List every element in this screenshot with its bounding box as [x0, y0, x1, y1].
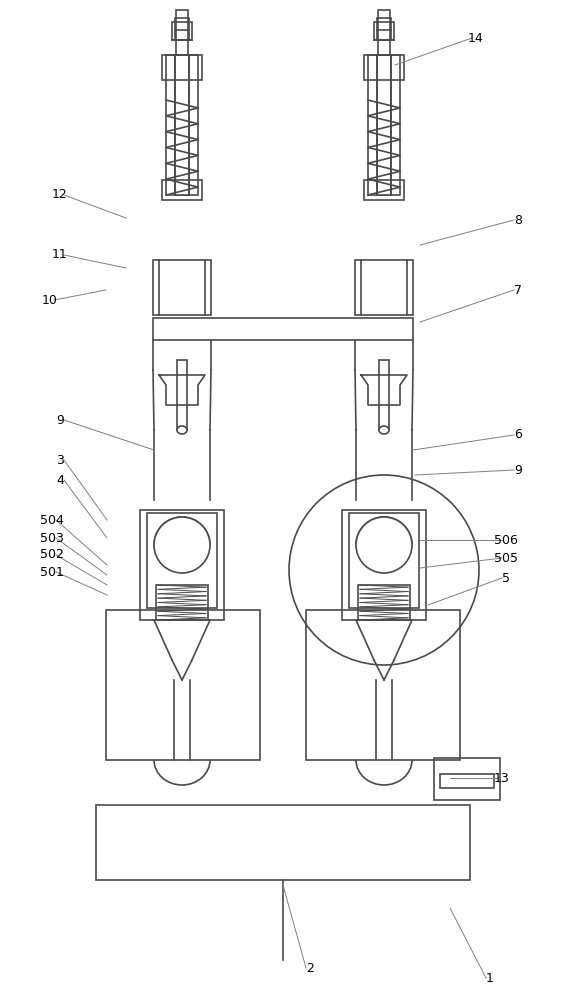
Bar — [166, 55, 198, 195]
Text: 506: 506 — [494, 534, 518, 546]
Bar — [364, 180, 404, 200]
Text: 8: 8 — [514, 214, 522, 227]
Bar — [349, 513, 419, 608]
Bar — [368, 55, 400, 195]
Bar — [440, 774, 494, 788]
Bar — [175, 18, 189, 30]
Text: 7: 7 — [514, 284, 522, 296]
Bar — [342, 510, 426, 620]
Bar — [374, 22, 394, 40]
Text: 3: 3 — [56, 454, 64, 466]
Text: 2: 2 — [306, 962, 314, 974]
Bar — [176, 10, 188, 55]
Text: 9: 9 — [56, 414, 64, 426]
Bar — [162, 180, 202, 200]
Circle shape — [154, 517, 210, 573]
Text: 9: 9 — [514, 464, 522, 477]
Bar — [358, 585, 410, 620]
Bar — [153, 260, 211, 315]
Text: 505: 505 — [494, 552, 518, 564]
Ellipse shape — [177, 426, 187, 434]
Text: 503: 503 — [40, 532, 64, 544]
Bar — [434, 758, 500, 800]
Bar — [172, 22, 192, 40]
Text: 5: 5 — [502, 572, 510, 584]
Bar — [156, 585, 208, 620]
Bar — [147, 513, 217, 608]
Bar — [379, 360, 389, 430]
Bar — [355, 260, 413, 315]
Bar — [96, 805, 470, 880]
Text: 4: 4 — [56, 474, 64, 487]
Bar — [306, 610, 460, 760]
Text: 504: 504 — [40, 514, 64, 526]
Text: 502: 502 — [40, 548, 64, 562]
Text: 6: 6 — [514, 428, 522, 442]
Bar — [378, 10, 390, 55]
Bar — [175, 55, 189, 195]
Bar — [140, 510, 224, 620]
Ellipse shape — [379, 426, 389, 434]
Text: 12: 12 — [52, 188, 68, 202]
Bar — [106, 610, 260, 760]
Bar — [162, 55, 202, 80]
Text: 1: 1 — [486, 972, 494, 984]
Bar — [364, 55, 404, 80]
Bar — [377, 55, 391, 195]
Text: 14: 14 — [468, 31, 484, 44]
Text: 13: 13 — [494, 772, 510, 784]
Bar — [177, 360, 187, 430]
Bar — [377, 18, 391, 30]
Circle shape — [356, 517, 412, 573]
Text: 10: 10 — [42, 294, 58, 306]
Bar — [153, 318, 413, 340]
Text: 11: 11 — [52, 248, 68, 261]
Text: 501: 501 — [40, 566, 64, 578]
